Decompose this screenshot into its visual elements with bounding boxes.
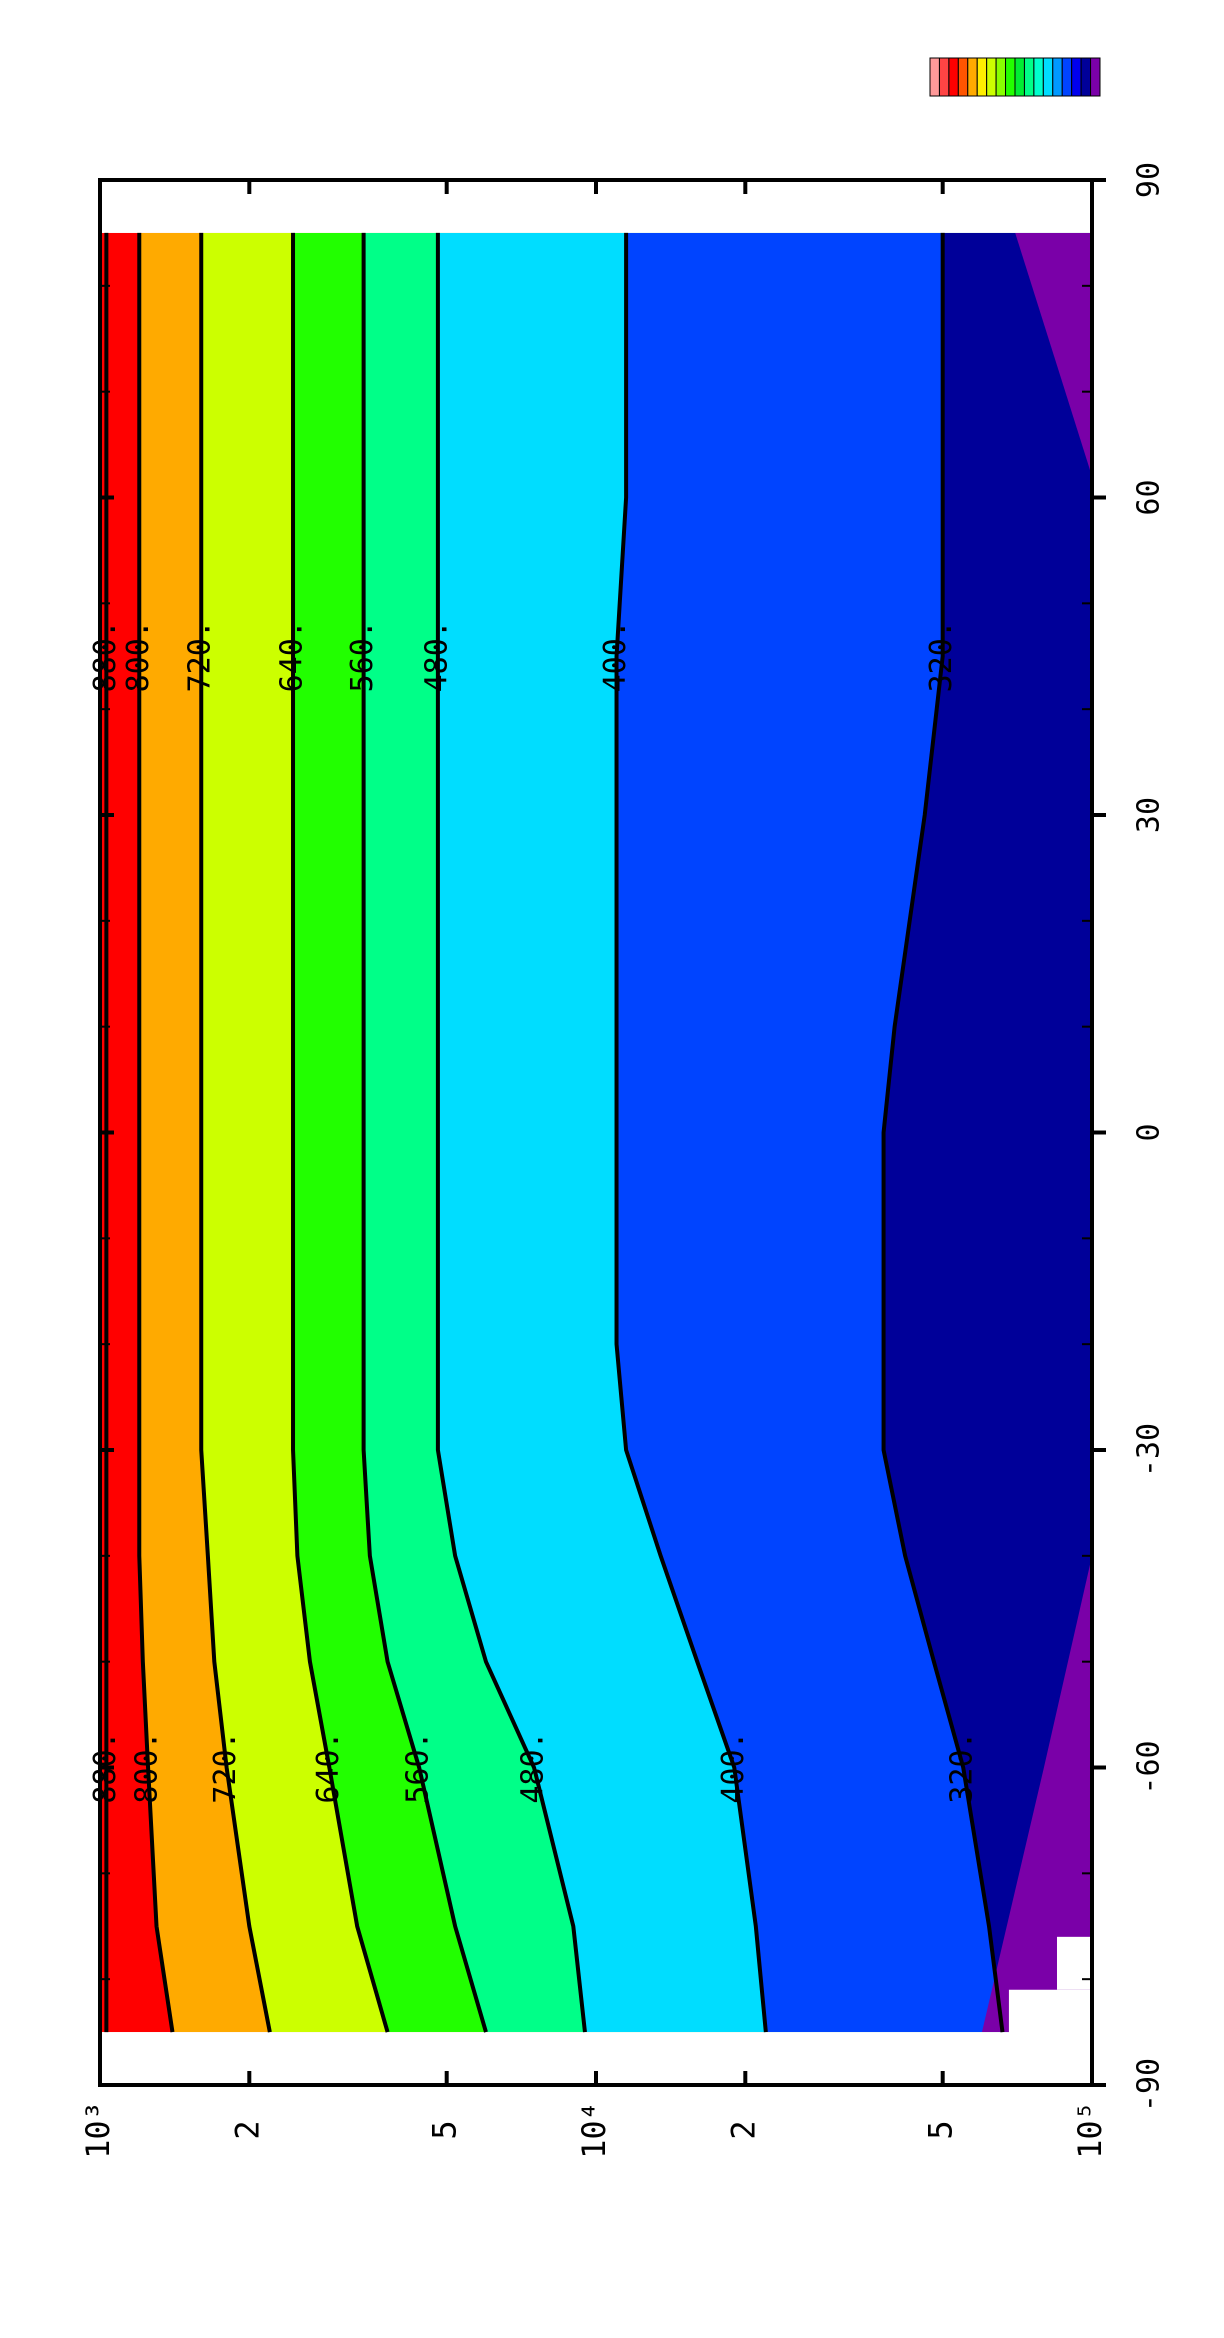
x-tick-label: -60 [1132, 1740, 1167, 1794]
y-tick-label: 2 [228, 2120, 266, 2139]
y-tick-label: 10⁴ [575, 2101, 613, 2159]
colorbar-segment [957, 57, 969, 97]
colorbar-segment [948, 57, 959, 97]
colorbar-segment [1071, 57, 1082, 97]
y-tick-label: 10³ [79, 2101, 117, 2159]
contour-line-640 [291, 232, 390, 2033]
contour-label: 560. [345, 620, 380, 692]
x-tick-label: 0 [1132, 1123, 1167, 1141]
colorbar-segment [1042, 57, 1054, 97]
contour-label: 880. [88, 620, 123, 692]
contour-line-480 [435, 232, 587, 2033]
contour-label: 400. [598, 620, 633, 692]
field-band [883, 232, 1092, 2033]
contour-label: 320. [924, 620, 959, 692]
x-tick-label: 90 [1132, 162, 1167, 198]
colorbar-segment [1005, 57, 1016, 97]
y-tick-label: 10⁵ [1071, 2101, 1109, 2159]
colorbar-segment [929, 57, 940, 97]
contour-label: 720. [208, 1731, 243, 1803]
y-axis-ticks: 10³ 2 5 10⁴ 2 5 10⁵ [79, 180, 1109, 2159]
colorbar-segment [1090, 57, 1101, 97]
colorbar-segment [976, 57, 988, 97]
contour-label: 400. [716, 1731, 751, 1803]
contour-label: 800. [130, 1731, 165, 1803]
missing-data-area [1056, 1936, 1092, 1990]
colorbar-segment [986, 57, 997, 97]
colorbar-segment [1080, 57, 1092, 97]
field-band-coldest [1015, 232, 1092, 477]
contour-line-320 [881, 232, 1005, 2033]
y-tick-label: 2 [724, 2120, 762, 2139]
contour-label: 640. [275, 620, 310, 692]
field-band-coldest [981, 1555, 1092, 2033]
contour-label: 640. [311, 1731, 346, 1803]
x-tick-label: 60 [1132, 479, 1167, 515]
colorbar-segment [1033, 57, 1044, 97]
contour-label: 720. [183, 620, 218, 692]
contour-line-800 [137, 232, 175, 2033]
plot-field [100, 180, 1093, 2085]
contour-label: 480. [516, 1731, 551, 1803]
contour-label: 560. [401, 1731, 436, 1803]
colorbar-segment [967, 57, 978, 97]
y-tick-label: 5 [922, 2120, 960, 2139]
colorbar-segment [1023, 57, 1035, 97]
contour-line-560 [361, 232, 488, 2033]
contour-lines: 320. 320. 400. 400. 480. 480. 560. 560. 640. 640.… [88, 232, 1005, 2033]
colorbar-segment [1014, 57, 1025, 97]
contour-line-720 [199, 232, 272, 2033]
contour-label: 800. [121, 620, 156, 692]
contour-label: 480. [419, 620, 454, 692]
contour-label: 320. [945, 1731, 980, 1803]
x-tick-label: 30 [1132, 797, 1167, 833]
colorbar-segment [1061, 57, 1073, 97]
y-tick-label: 5 [426, 2120, 464, 2139]
colorbar-segment [995, 57, 1007, 97]
colorbar-segment [938, 57, 950, 97]
x-tick-label: -90 [1132, 2058, 1167, 2112]
x-tick-label: -30 [1132, 1423, 1167, 1477]
colorbar-segment [1052, 57, 1063, 97]
x-axis-ticks: -90 -60 -30 0 30 60 90 [100, 162, 1167, 2112]
missing-data-area [1008, 1989, 1092, 2035]
contour-line-400 [614, 232, 768, 2033]
colorbar [929, 57, 1101, 97]
